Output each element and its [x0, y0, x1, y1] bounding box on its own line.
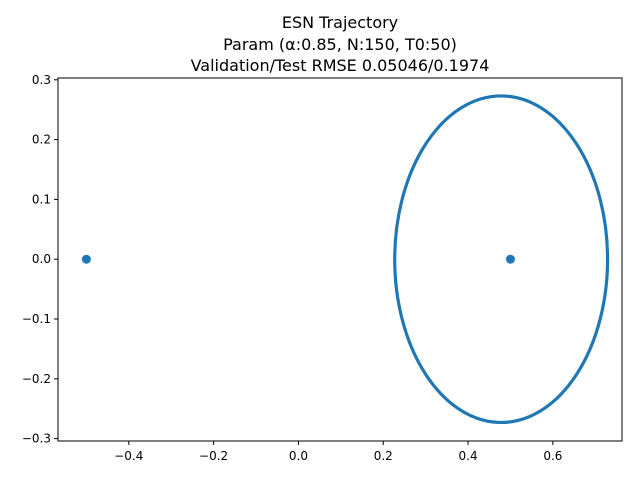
title-line-1: ESN Trajectory	[282, 13, 398, 32]
x-axis: −0.4 −0.2 0.0 0.2 0.4 0.6	[114, 441, 562, 463]
plot-area	[81, 94, 610, 425]
trajectory-series-1	[393, 94, 610, 425]
axes-frame	[57, 77, 623, 442]
x-tick-label: 0.6	[543, 449, 562, 463]
title-line-2: Param (α:0.85, N:150, T0:50)	[223, 35, 457, 54]
y-tick-label: −0.3	[22, 432, 51, 446]
x-tick-label: 0.0	[289, 449, 308, 463]
x-tick-label: −0.4	[114, 449, 143, 463]
y-tick-label: −0.1	[22, 312, 51, 326]
data-point-1	[505, 254, 515, 264]
y-axis: −0.3 −0.2 −0.1 0.0 0.1 0.2 0.3	[22, 73, 58, 446]
y-tick-label: 0.3	[32, 73, 51, 87]
x-tick-label: 0.4	[459, 449, 478, 463]
x-tick-label: 0.2	[374, 449, 393, 463]
y-tick-label: 0.0	[32, 252, 51, 266]
data-point-0	[81, 254, 91, 264]
y-tick-label: −0.2	[22, 372, 51, 386]
y-tick-label: 0.2	[32, 133, 51, 147]
y-tick-label: 0.1	[32, 192, 51, 206]
chart-title: ESN Trajectory Param (α:0.85, N:150, T0:…	[191, 13, 490, 75]
x-tick-label: −0.2	[199, 449, 228, 463]
title-line-3: Validation/Test RMSE 0.05046/0.1974	[191, 56, 490, 75]
